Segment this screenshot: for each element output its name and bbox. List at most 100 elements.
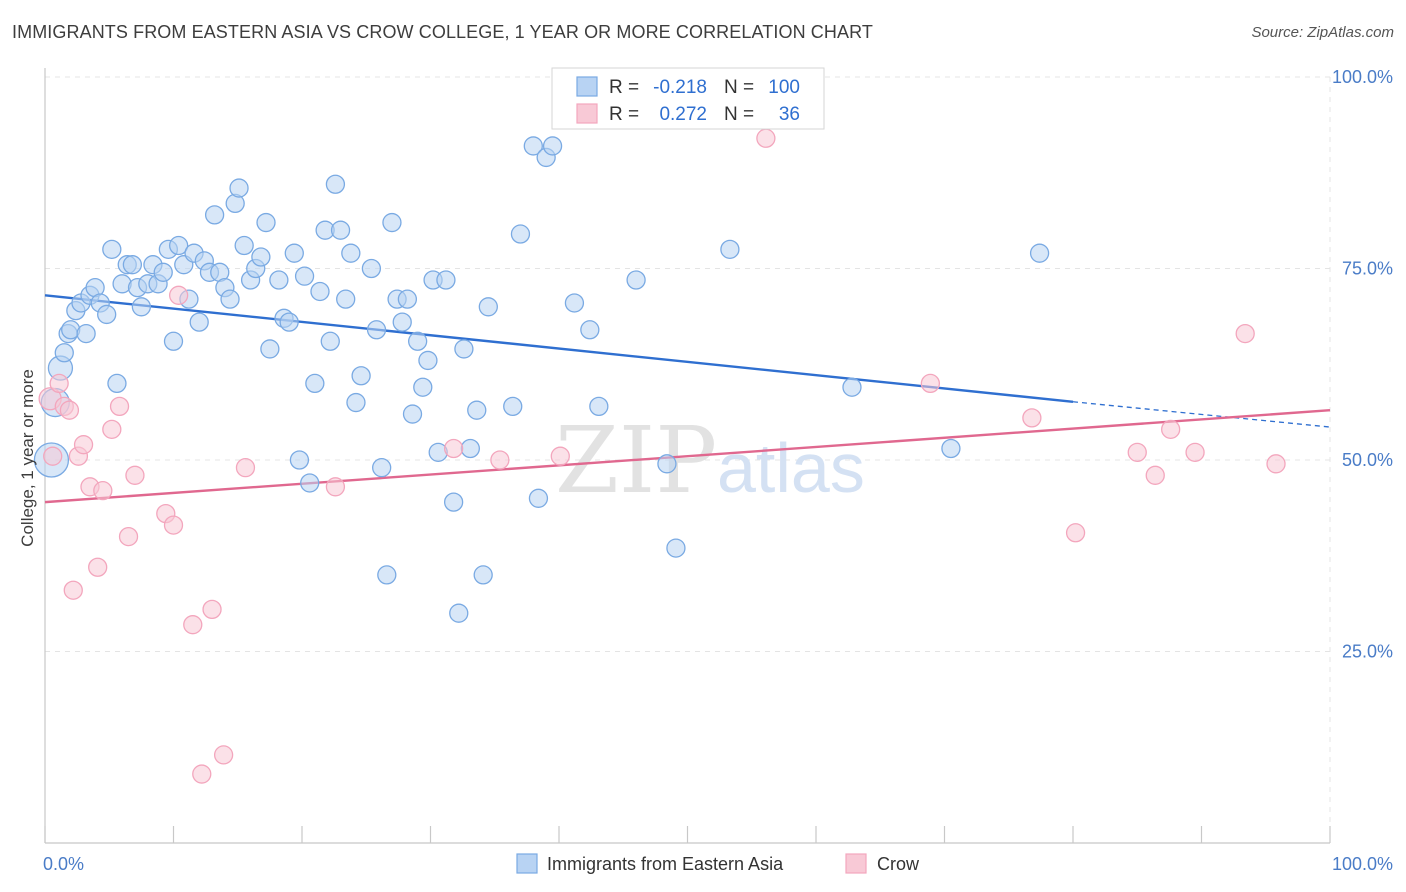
trend-line-0: [44, 294, 1074, 403]
point-eastern-asia-30: [189, 312, 209, 332]
point-crow-18: [183, 615, 203, 635]
point-eastern-asia-92: [589, 396, 609, 417]
point-eastern-asia-14: [107, 373, 127, 394]
point-crow-31: [1127, 442, 1147, 462]
stat-n-label-1: N =: [724, 77, 754, 98]
point-eastern-asia-8: [76, 323, 96, 344]
point-eastern-asia-82: [473, 565, 493, 585]
point-crow-36: [1266, 454, 1286, 474]
point-crow-35: [1235, 323, 1255, 344]
watermark: ZIP atlas: [555, 407, 865, 514]
point-crow-12: [109, 396, 130, 417]
point-eastern-asia-90: [564, 293, 585, 313]
point-eastern-asia-52: [305, 373, 325, 394]
x-tick-label-0: 0.0%: [43, 854, 84, 874]
point-eastern-asia-68: [392, 312, 412, 332]
point-eastern-asia-19: [131, 297, 152, 317]
point-eastern-asia-69: [397, 289, 418, 309]
source-credit: Source: ZipAtlas.com: [1251, 24, 1394, 41]
point-eastern-asia-97: [842, 377, 862, 397]
point-eastern-asia-84: [503, 396, 523, 417]
point-eastern-asia-96: [720, 239, 740, 260]
y-tick-label-0: 25.0%: [1342, 642, 1393, 662]
stat-n-label-2: N =: [724, 104, 754, 125]
point-eastern-asia-39: [234, 235, 254, 256]
trend-lines: [44, 294, 1331, 504]
point-crow-21: [213, 745, 234, 765]
point-crow-5: [63, 580, 83, 600]
point-eastern-asia-17: [122, 255, 143, 275]
point-eastern-asia-13: [102, 239, 122, 260]
point-eastern-asia-53: [310, 281, 330, 302]
point-eastern-asia-43: [256, 212, 276, 233]
stat-n-value-2: 36: [779, 104, 800, 125]
point-eastern-asia-76: [436, 270, 456, 290]
point-crow-33: [1161, 419, 1181, 440]
point-eastern-asia-66: [382, 212, 402, 233]
point-eastern-asia-83: [478, 297, 498, 317]
point-eastern-asia-42: [251, 247, 271, 267]
stats-legend: R = -0.218 N = 100 R = 0.272 N = 36: [551, 67, 825, 130]
point-eastern-asia-98: [941, 438, 961, 459]
series-legend-swatch-1: [516, 853, 538, 874]
point-eastern-asia-80: [460, 438, 480, 459]
point-eastern-asia-85: [510, 224, 531, 244]
series-legend-swatch-2: [845, 853, 867, 874]
point-crow-9: [88, 557, 108, 577]
point-eastern-asia-63: [366, 320, 387, 340]
legend-swatch-blue: [576, 76, 598, 97]
series-legend-label-1: Immigrants from Eastern Asia: [547, 854, 784, 874]
point-eastern-asia-47: [279, 312, 299, 332]
point-eastern-asia-87: [528, 488, 549, 508]
stat-n-value-1: 100: [768, 77, 800, 98]
point-eastern-asia-12: [97, 304, 117, 325]
point-crow-10: [93, 480, 113, 501]
y-tick-label-2: 75.0%: [1342, 259, 1393, 279]
point-crow-20: [202, 599, 222, 620]
point-crow-30: [1065, 523, 1086, 543]
point-crow-7: [73, 435, 94, 455]
point-eastern-asia-55: [320, 331, 340, 351]
point-eastern-asia-70: [402, 404, 423, 424]
series-legend: Immigrants from Eastern Asia Crow: [516, 853, 920, 874]
point-crow-27: [756, 128, 776, 148]
point-eastern-asia-3: [54, 343, 74, 363]
point-eastern-asia-59: [341, 243, 361, 263]
point-crow-34: [1185, 442, 1205, 462]
point-crow-13: [118, 526, 139, 547]
point-eastern-asia-86: [523, 136, 543, 156]
point-eastern-asia-81: [467, 400, 487, 420]
point-eastern-asia-49: [289, 450, 310, 470]
point-eastern-asia-73: [418, 350, 438, 371]
point-eastern-asia-48: [284, 243, 304, 263]
point-eastern-asia-45: [269, 270, 289, 290]
y-axis-label: College, 1 year or more: [18, 369, 37, 547]
point-crow-28: [920, 373, 941, 394]
point-crow-29: [1022, 408, 1042, 428]
x-tick-label-1: 100.0%: [1332, 854, 1393, 874]
point-eastern-asia-51: [300, 473, 320, 493]
stat-r-label-1: R =: [609, 77, 639, 98]
point-eastern-asia-56: [325, 174, 346, 194]
point-crow-22: [235, 458, 256, 478]
point-crow-1: [43, 446, 63, 466]
point-eastern-asia-36: [220, 289, 240, 309]
point-eastern-asia-78: [449, 603, 469, 623]
point-eastern-asia-95: [666, 538, 686, 558]
tick-labels: 25.0% 50.0% 75.0% 100.0% 0.0% 100.0%: [43, 67, 1393, 874]
point-eastern-asia-50: [294, 266, 315, 286]
data-points: [33, 128, 1286, 784]
point-eastern-asia-89: [542, 136, 563, 156]
point-eastern-asia-94: [657, 454, 677, 474]
point-crow-17: [168, 285, 189, 305]
point-crow-16: [163, 515, 184, 535]
point-eastern-asia-77: [443, 492, 464, 512]
point-crow-2: [49, 373, 69, 394]
point-crow-23: [325, 477, 346, 497]
legend-swatch-pink: [576, 103, 598, 124]
trend-line-ext-0: [1072, 401, 1331, 428]
point-eastern-asia-38: [229, 178, 249, 198]
point-eastern-asia-93: [626, 270, 646, 290]
point-crow-4: [59, 400, 80, 420]
chart-title: IMMIGRANTS FROM EASTERN ASIA VS CROW COL…: [12, 22, 873, 42]
